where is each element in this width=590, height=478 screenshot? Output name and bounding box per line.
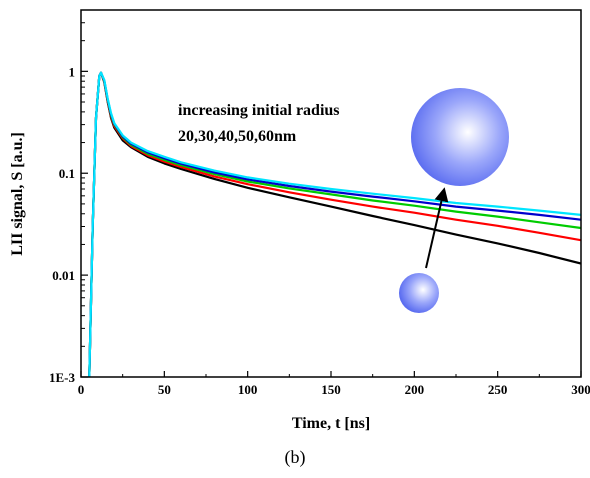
x-tick-label: 50	[158, 382, 171, 397]
panel-label: (b)	[285, 447, 306, 468]
x-tick-label: 300	[571, 382, 590, 397]
x-tick-label: 100	[238, 382, 258, 397]
x-tick-label: 250	[488, 382, 508, 397]
small-sphere-icon	[399, 273, 439, 313]
series-line-5	[88, 71, 581, 377]
annotation-line-1: increasing initial radius	[178, 102, 340, 119]
y-tick-label: 0.01	[52, 268, 75, 283]
radius-arrow	[425, 187, 449, 269]
x-tick-label: 200	[405, 382, 425, 397]
annotation-line-2: 20,30,40,50,60nm	[178, 128, 297, 145]
y-tick-label: 1E-3	[49, 370, 76, 385]
y-tick-label: 0.1	[59, 166, 75, 181]
x-tick-label: 0	[78, 382, 85, 397]
x-axis-label: Time, t [ns]	[292, 415, 370, 432]
y-tick-label: 1	[69, 64, 76, 79]
y-axis-label: LII signal, S [a.u.]	[9, 132, 26, 256]
large-sphere-icon	[411, 88, 509, 186]
x-axis-ticks: 0 50 100 150 200 250 300	[78, 371, 590, 397]
y-axis-ticks: 1E-3 0.01 0.1 1	[49, 9, 88, 385]
series-layer	[88, 71, 581, 377]
x-tick-label: 150	[321, 382, 341, 397]
